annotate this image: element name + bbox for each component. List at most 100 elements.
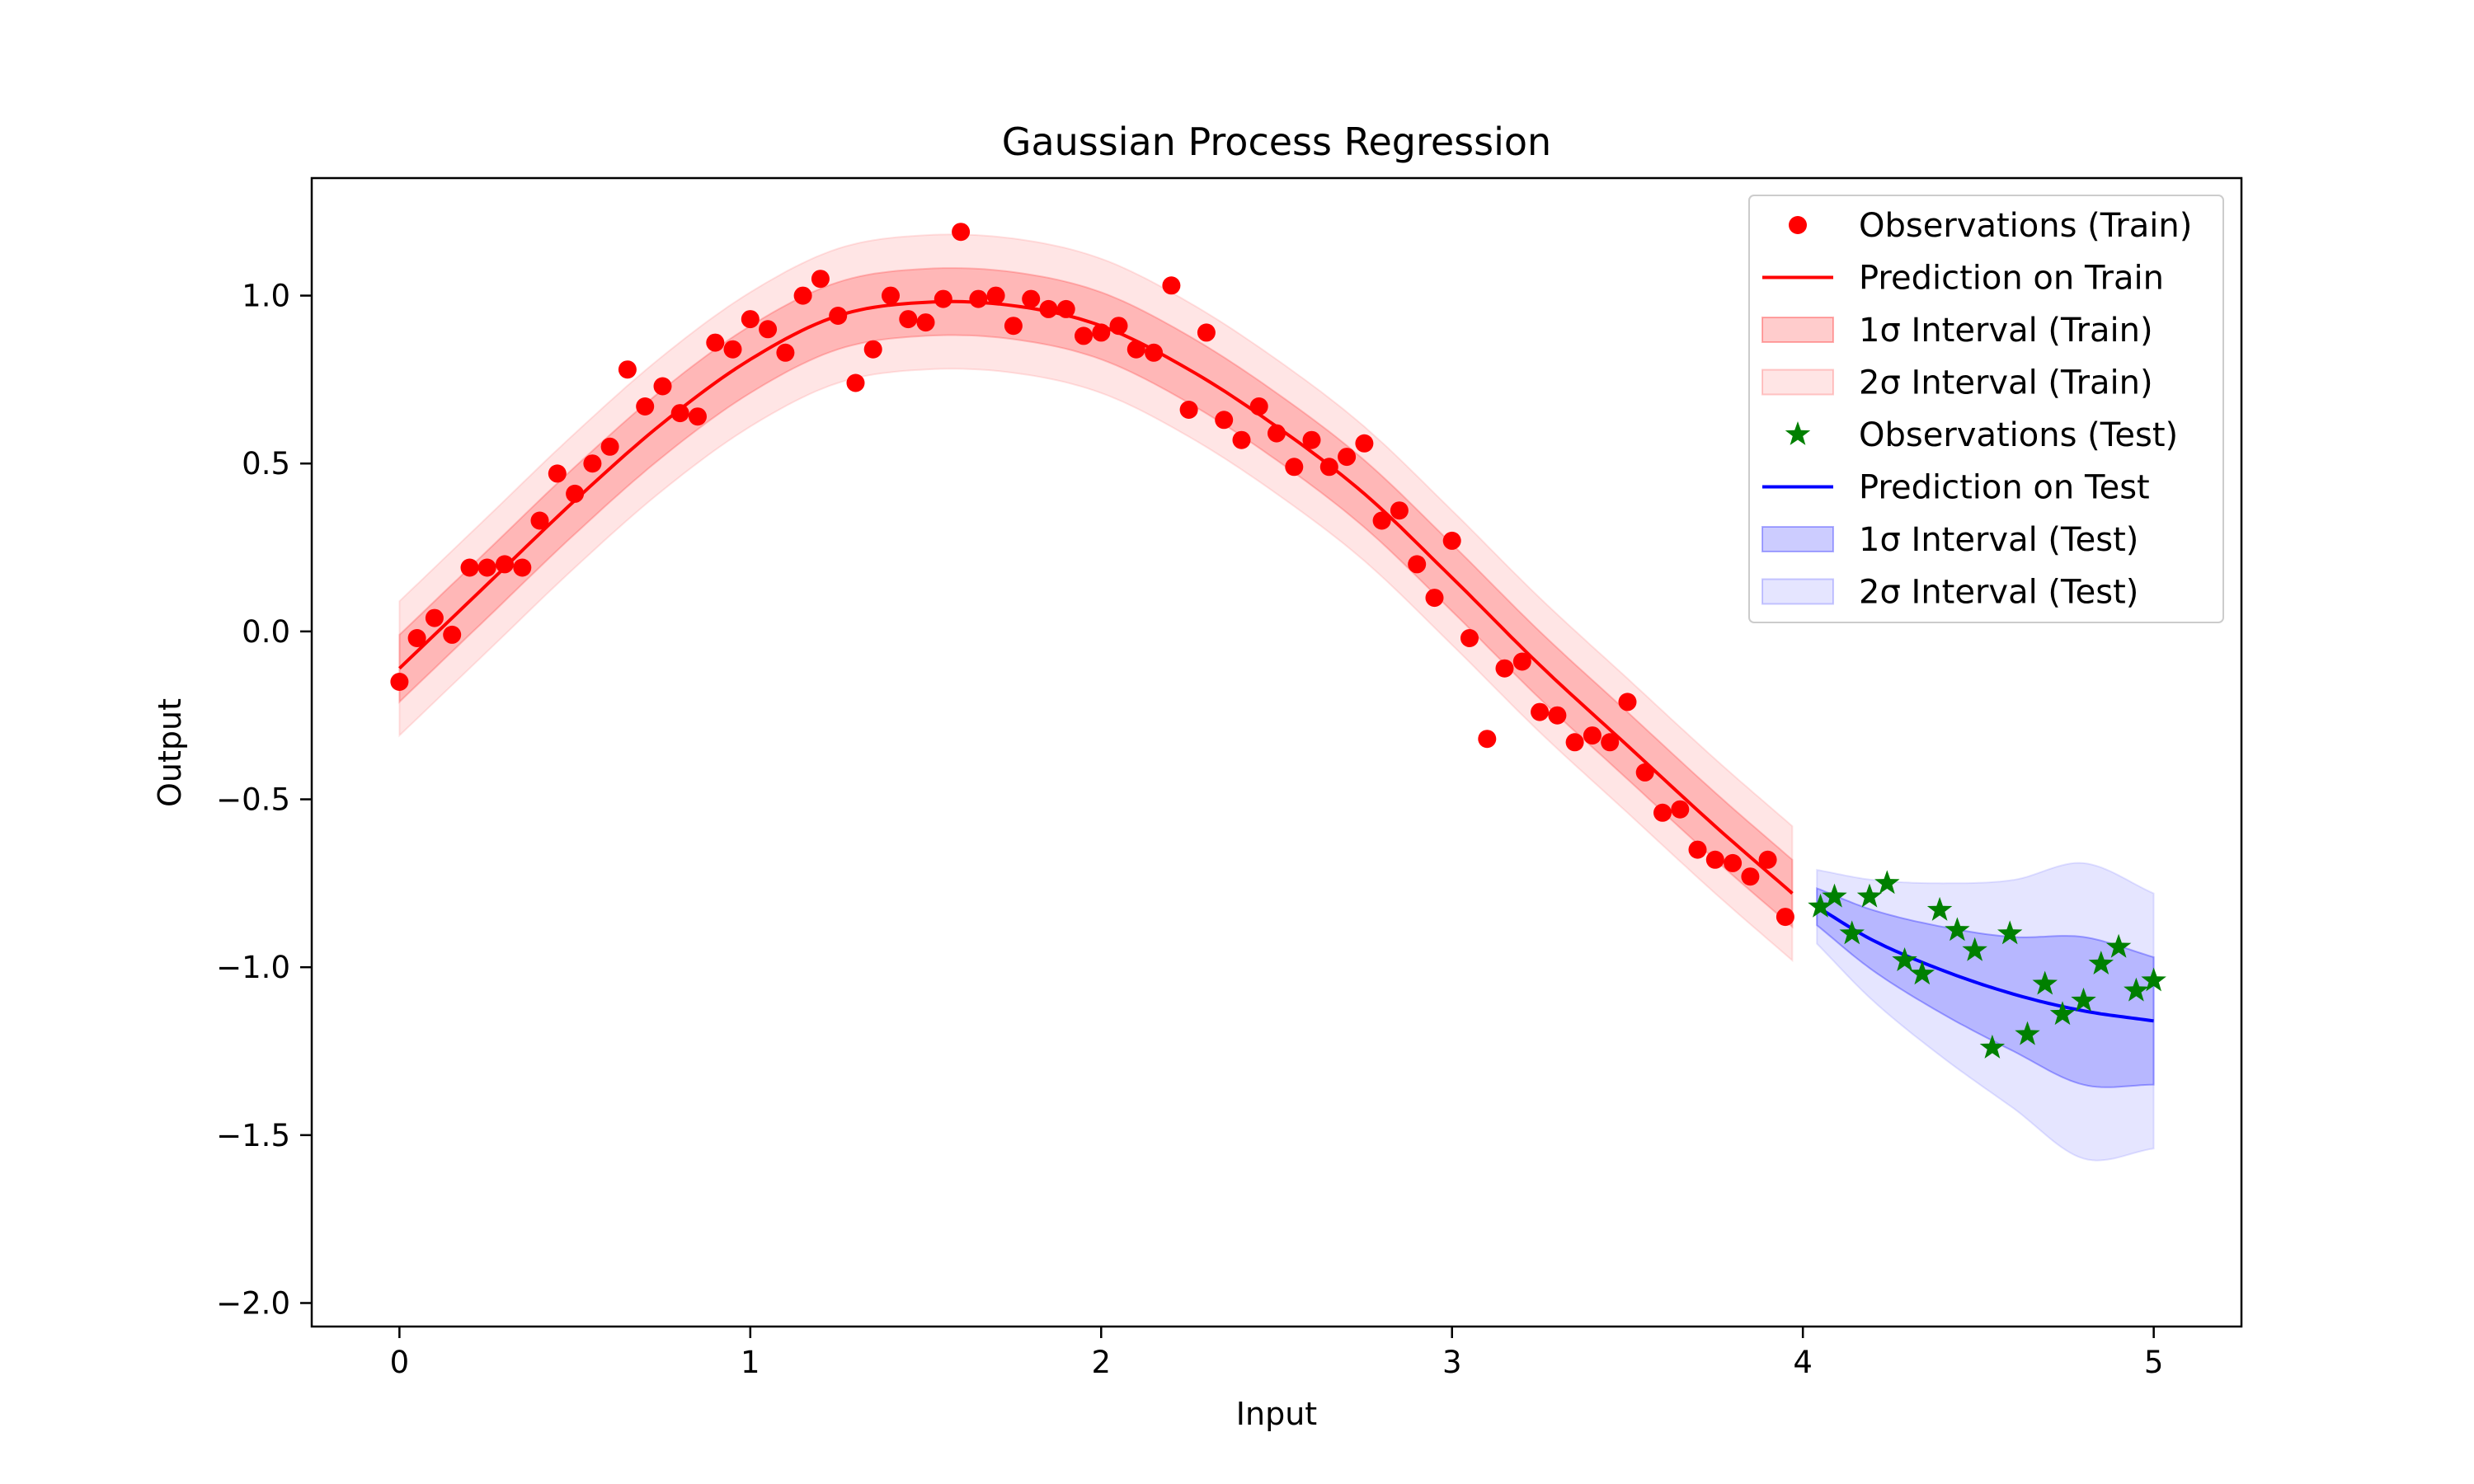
- train-observation-point: [670, 404, 689, 423]
- train-observation-point: [706, 333, 725, 352]
- test-observation-point: [1856, 883, 1883, 908]
- legend-entry-obs_train: Observations (Train): [1789, 207, 2192, 245]
- train-observation-point: [829, 307, 848, 325]
- train-observation-point: [1056, 299, 1075, 318]
- train-observation-point: [1688, 840, 1707, 859]
- train-observation-point: [934, 289, 952, 308]
- y-tick-label: −0.5: [216, 782, 290, 818]
- legend-label: Observations (Test): [1859, 416, 2178, 454]
- train-observation-point: [689, 407, 707, 426]
- train-observation-point: [513, 558, 532, 577]
- train-observation-point: [863, 340, 882, 359]
- train-observation-point: [1653, 803, 1672, 822]
- legend-label: Observations (Train): [1859, 207, 2192, 245]
- test-observation-point: [1997, 920, 2023, 945]
- train-observation-point: [1215, 411, 1234, 430]
- x-tick-label: 2: [1091, 1345, 1111, 1380]
- train-observation-point: [899, 310, 918, 329]
- train-observation-point: [1758, 850, 1777, 869]
- train-observation-point: [776, 343, 795, 362]
- train-observation-point: [1705, 850, 1724, 869]
- train-observation-point: [1249, 397, 1268, 416]
- observation-points: [390, 223, 2166, 1059]
- test-observation-point: [1839, 920, 1865, 945]
- test-observation-point: [2124, 977, 2149, 1002]
- legend-patch-swatch: [1761, 526, 1834, 552]
- test-prediction-line: [1816, 905, 2154, 1023]
- train-observation-point: [618, 360, 637, 379]
- train-observation-point: [1268, 424, 1286, 443]
- test-observation-point: [2032, 970, 2058, 995]
- train-observation-point: [1601, 733, 1620, 752]
- train-observation-point: [1285, 458, 1304, 477]
- test-observation-point: [1979, 1034, 2006, 1059]
- train-observation-point: [1495, 659, 1514, 678]
- test-observation-point: [1945, 917, 1970, 942]
- y-tick-label: 0.0: [242, 614, 290, 650]
- train-observation-point: [1145, 343, 1164, 362]
- train-observation-point: [916, 313, 935, 332]
- train-observation-point: [811, 270, 830, 289]
- train-observation-point: [1548, 706, 1567, 725]
- train-observation-point: [1776, 908, 1794, 927]
- x-tick-label: 4: [1793, 1345, 1813, 1380]
- train-observation-point: [1618, 693, 1637, 711]
- train-observation-point: [1741, 867, 1760, 886]
- legend-entry-ci1_train: 1σ Interval (Train): [1761, 312, 2153, 350]
- train-observation-point: [1671, 800, 1690, 819]
- train-observation-point: [566, 484, 585, 503]
- train-observation-point: [986, 286, 1005, 305]
- train-observation-point: [1565, 733, 1584, 752]
- legend-label: Prediction on Train: [1859, 260, 2164, 298]
- train-observation-point: [1425, 589, 1444, 608]
- train-observation-point: [1408, 555, 1427, 574]
- legend-patch-swatch: [1761, 578, 1834, 605]
- train-observation-point: [846, 373, 865, 392]
- train-observation-point: [1302, 430, 1321, 449]
- train-observation-point: [1039, 299, 1058, 318]
- train-observation-point: [882, 286, 900, 305]
- legend-patch-swatch: [1761, 369, 1834, 396]
- train-observation-point: [1162, 276, 1181, 295]
- test-observation-point: [2088, 951, 2114, 974]
- train-observation-point: [1531, 702, 1550, 721]
- legend-label: 1σ Interval (Test): [1859, 521, 2138, 559]
- y-tick-label: −1.0: [216, 950, 290, 985]
- y-axis-ticks: 1.0 0.5 0.0 −0.5 −1.0 −1.5 −2.0: [216, 279, 312, 1321]
- train-observation-point: [1372, 511, 1391, 530]
- train-observation-point: [496, 555, 514, 574]
- x-tick-label: 3: [1442, 1345, 1462, 1380]
- train-observation-point: [1635, 763, 1654, 782]
- train-observation-point: [1338, 448, 1357, 467]
- train-observation-point: [1092, 323, 1111, 342]
- y-axis-label: Output: [152, 698, 188, 807]
- test-observation-point: [1909, 960, 1935, 985]
- train-observation-point: [1126, 340, 1145, 359]
- y-tick-label: 1.0: [242, 279, 290, 314]
- train-observation-point: [1319, 458, 1338, 477]
- train-observation-point: [1004, 317, 1023, 336]
- legend-marker-circle: [1789, 216, 1807, 234]
- legend-entry-ci2_train: 2σ Interval (Train): [1761, 364, 2153, 402]
- x-axis-ticks: 0 1 2 3 4 5: [390, 1327, 2164, 1380]
- train-observation-point: [1022, 289, 1041, 308]
- train-observation-point: [759, 320, 778, 339]
- train-observation-point: [477, 558, 496, 577]
- train-observation-point: [741, 310, 760, 329]
- train-observation-point: [653, 377, 672, 396]
- train-observation-point: [1583, 726, 1602, 745]
- x-tick-label: 5: [2144, 1345, 2164, 1380]
- train-observation-point: [1442, 531, 1461, 550]
- train-observation-point: [390, 673, 409, 691]
- x-tick-label: 1: [741, 1345, 760, 1380]
- test-observation-point: [1962, 937, 1987, 961]
- y-tick-label: 0.5: [242, 446, 290, 481]
- train-1sigma-band: [398, 267, 1794, 929]
- plot-frame: [310, 176, 2243, 1328]
- train-observation-point: [1724, 853, 1743, 872]
- train-observation-point: [1355, 434, 1374, 453]
- train-observation-point: [460, 558, 479, 577]
- train-observation-point: [583, 454, 602, 473]
- train-observation-point: [530, 511, 549, 530]
